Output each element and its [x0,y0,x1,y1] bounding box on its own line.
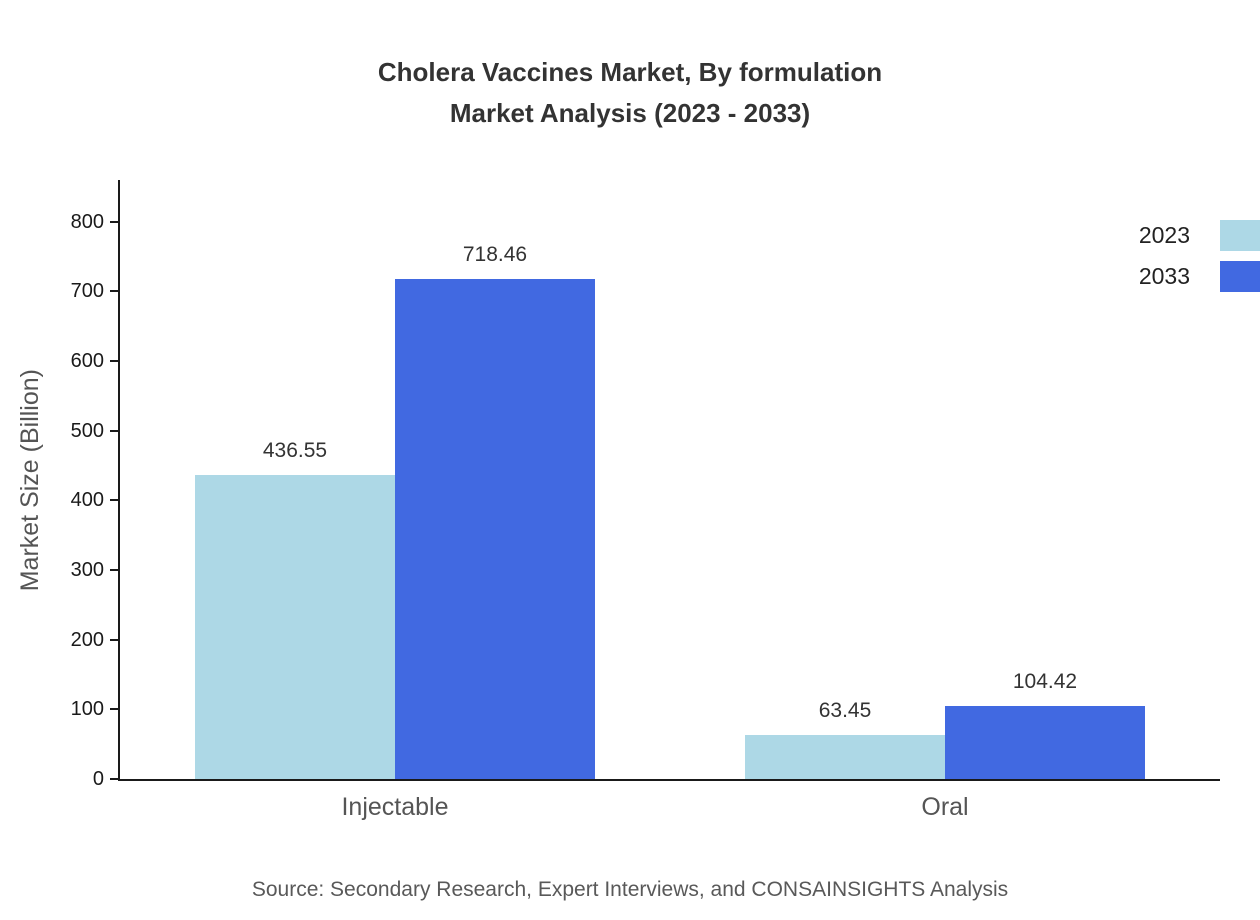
y-tick-label: 0 [92,768,104,790]
legend-label: 2033 [1138,263,1190,289]
y-tick-label: 700 [70,280,104,303]
legend-swatch [1220,220,1260,251]
y-tick [110,778,120,780]
chart-title-line2: Market Analysis (2023 - 2033) [449,98,811,128]
bar-value-label: 63.45 [818,698,872,722]
y-tick [110,499,120,502]
plot-area: 0 100 200 300 400 500 600 700 800 Injectable 436.5… [71,180,1220,821]
y-tick [110,290,120,293]
y-tick [110,429,120,432]
y-tick-label: 400 [70,489,104,512]
y-tick [110,638,120,641]
source-text: Source: Secondary Research, Expert Inter… [251,878,1009,901]
y-tick [110,569,120,572]
legend-item-2033: 2033 [1139,261,1260,292]
bar-value-label: 104.42 [1012,670,1078,694]
y-tick [110,708,120,711]
legend-item-2023: 2023 [1139,220,1260,251]
bar-2033-oral [945,706,1145,779]
y-tick-label: 100 [70,698,104,721]
bar-2023-injectable [195,474,395,779]
y-axis-label-text: Market Size (Billion) [16,369,44,592]
chart-title-line1: Cholera Vaccines Market, By formulation [377,57,883,87]
legend-label: 2023 [1138,222,1190,248]
y-tick-label: 500 [70,419,104,442]
bar-value-label: 436.55 [262,438,328,462]
y-tick [110,220,120,223]
y-tick-label: 300 [70,559,104,582]
bar-2023-oral [745,734,945,779]
y-axis-label: Market Size (Billion) [16,180,45,781]
x-category-label: Injectable [341,793,449,821]
y-tick-label: 600 [70,350,104,373]
y-tick-label: 800 [70,210,104,233]
x-category-label: Oral [921,793,969,821]
chart-title: Cholera Vaccines Market, By formulation … [80,52,1180,134]
bar-2033-injectable [395,278,595,779]
y-tick [110,360,120,363]
bar-value-label: 718.46 [462,242,528,266]
legend: 2023 2033 [1139,220,1260,292]
y-tick-label: 200 [70,628,104,651]
legend-swatch [1220,261,1260,292]
